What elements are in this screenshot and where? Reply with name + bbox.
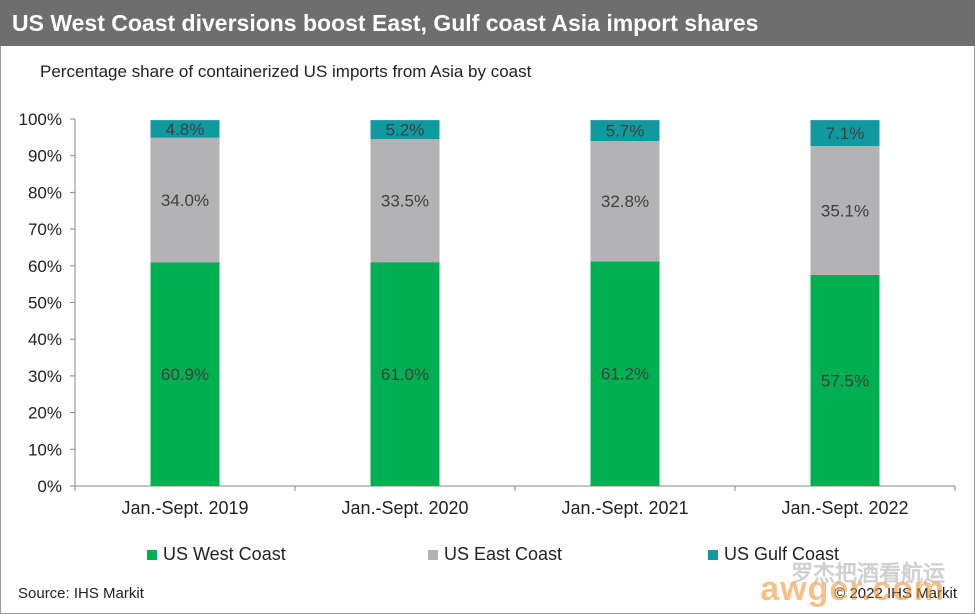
- watermark-en: awger.com: [760, 570, 945, 608]
- y-tick-label: 20%: [28, 404, 62, 423]
- legend-swatch: [147, 549, 157, 560]
- y-tick-label: 70%: [28, 220, 62, 239]
- legend-swatch: [428, 549, 438, 560]
- y-tick-label: 40%: [28, 330, 62, 349]
- data-label: 5.2%: [386, 121, 425, 140]
- data-label: 57.5%: [821, 371, 869, 390]
- bar-segment-us-east-coast: [150, 137, 220, 263]
- y-tick-label: 60%: [28, 257, 62, 276]
- y-tick-label: 90%: [28, 147, 62, 166]
- bar-segment-us-gulf-coast: [370, 120, 440, 140]
- x-tick-label: Jan.-Sept. 2022: [781, 498, 908, 518]
- legend-item-us-gulf-coast: US Gulf Coast: [708, 544, 839, 565]
- data-label: 5.7%: [606, 122, 645, 141]
- x-tick-label: Jan.-Sept. 2020: [341, 498, 468, 518]
- bar-segment-us-gulf-coast: [590, 120, 660, 142]
- bar-segment-us-west-coast: [590, 261, 660, 486]
- y-tick-label: 100%: [19, 110, 62, 129]
- legend: US West Coast US East Coast US Gulf Coast: [0, 544, 975, 568]
- data-label: 35.1%: [821, 202, 869, 221]
- bar-segment-us-gulf-coast: [150, 120, 220, 138]
- legend-label: US West Coast: [163, 544, 286, 564]
- data-label: 7.1%: [826, 124, 865, 143]
- bar-segment-us-east-coast: [810, 146, 880, 275]
- legend-item-us-east-coast: US East Coast: [428, 544, 562, 565]
- legend-label: US East Coast: [444, 544, 563, 564]
- data-label: 33.5%: [381, 192, 429, 211]
- source-note: Source: IHS Markit: [18, 585, 144, 602]
- bar-segment-us-east-coast: [590, 141, 660, 262]
- y-tick-label: 80%: [28, 183, 62, 202]
- x-tick-label: Jan.-Sept. 2021: [561, 498, 688, 518]
- watermark-cn: 罗杰把酒看航运: [790, 561, 945, 586]
- legend-swatch: [708, 549, 718, 560]
- data-label: 4.8%: [166, 120, 205, 139]
- chart-subtitle: Percentage share of containerized US imp…: [40, 62, 532, 81]
- data-label: 34.0%: [161, 191, 209, 210]
- y-tick-label: 10%: [28, 440, 62, 459]
- x-tick-label: Jan.-Sept. 2019: [121, 498, 248, 518]
- bar-segment-us-west-coast: [810, 274, 880, 486]
- bar-segment-us-east-coast: [370, 139, 440, 263]
- y-tick-label: 30%: [28, 367, 62, 386]
- legend-label: US Gulf Coast: [724, 544, 840, 564]
- y-tick-label: 50%: [28, 294, 62, 313]
- data-label: 61.2%: [601, 365, 649, 384]
- copyright-note: © 2022 IHS Markit: [834, 585, 957, 602]
- bars: 60.9% 34.0% 4.8% 61.0% 33.5% 5.2% 61.2% 32.8% 5.…: [150, 120, 880, 486]
- data-label: 32.8%: [601, 192, 649, 211]
- y-tick-label: 0%: [37, 477, 62, 496]
- data-label: 61.0%: [381, 365, 429, 384]
- legend-item-us-west-coast: US West Coast: [147, 544, 286, 565]
- bar-segment-us-west-coast: [150, 262, 220, 486]
- axes: 0% 10% 20% 30% 40% 50% 60% 70% 80% 90% 100% Jan.-Se…: [19, 110, 956, 518]
- chart-header: US West Coast diversions boost East, Gul…: [0, 0, 975, 46]
- bar-segment-us-gulf-coast: [810, 120, 880, 147]
- data-label: 60.9%: [161, 365, 209, 384]
- bar-segment-us-west-coast: [370, 262, 440, 486]
